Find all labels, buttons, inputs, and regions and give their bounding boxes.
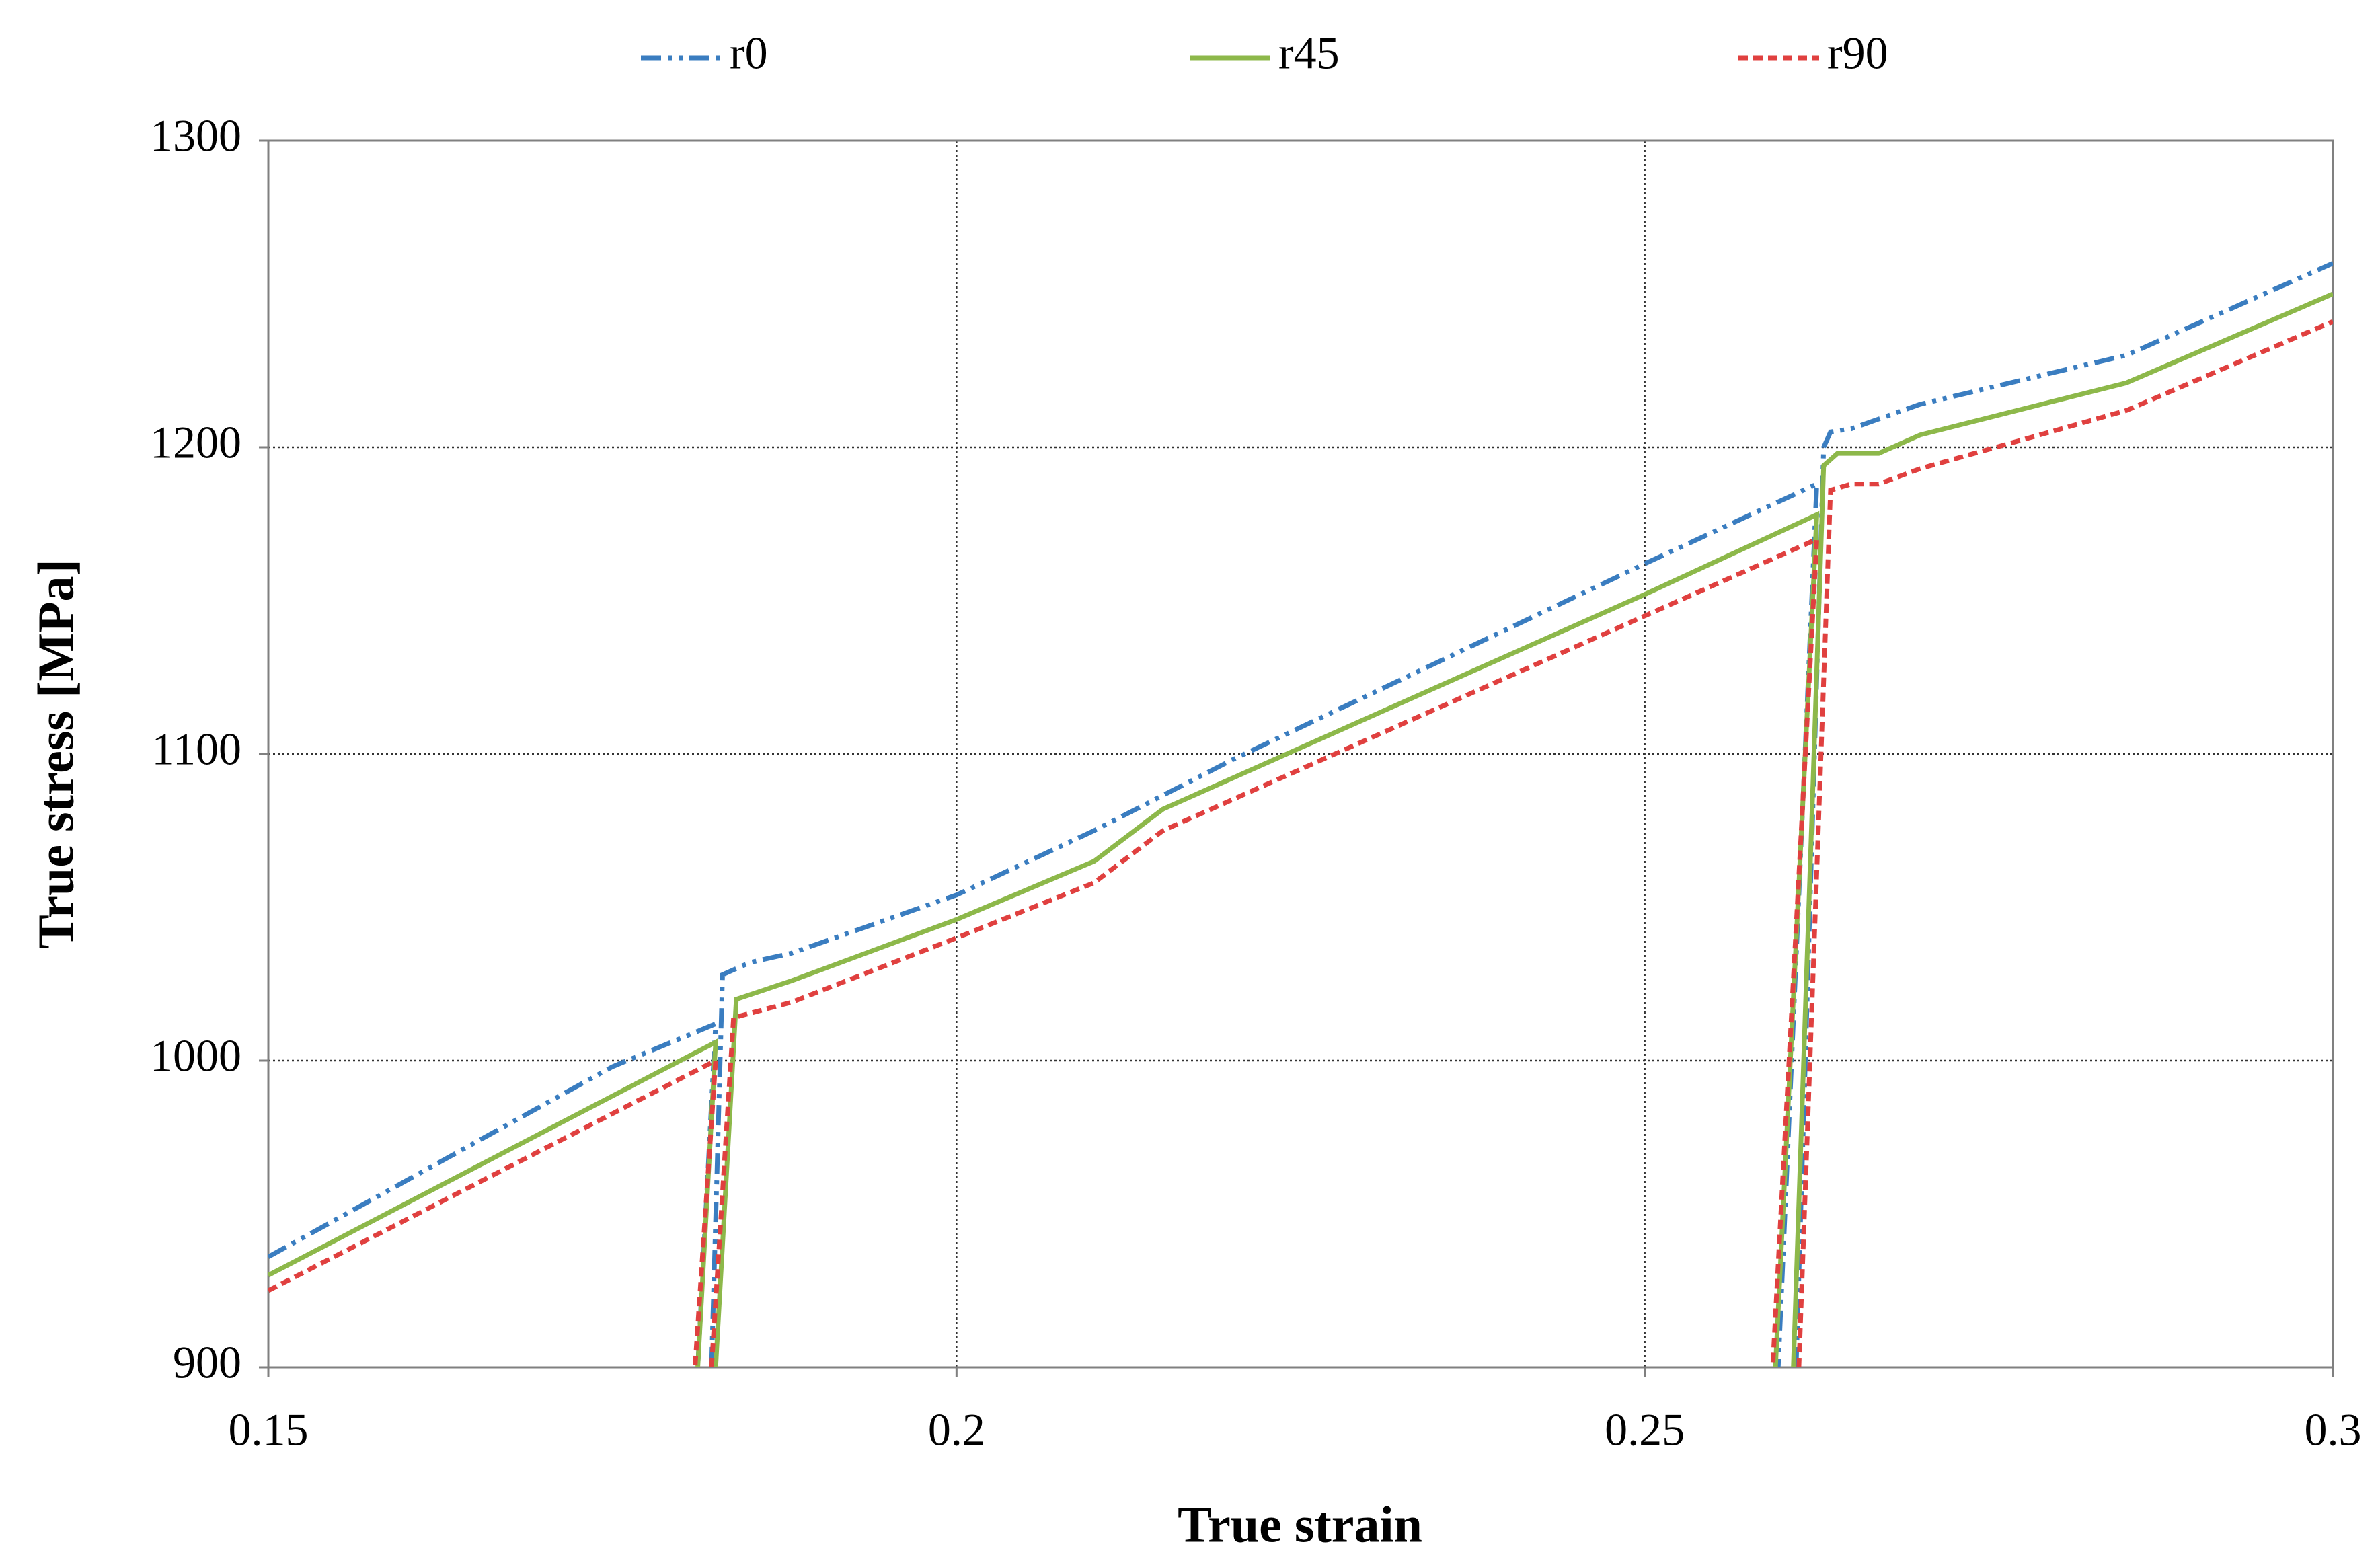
legend: r0 r45 r90 bbox=[641, 28, 1888, 79]
y-axis-title: True stress [MPa] bbox=[28, 559, 84, 949]
series-line bbox=[268, 261, 2333, 1367]
y-tick-label: 1000 bbox=[150, 1030, 241, 1081]
y-tick-label: 1300 bbox=[150, 110, 241, 161]
x-axis-title: True strain bbox=[1178, 1496, 1422, 1553]
legend-label: r45 bbox=[1278, 28, 1340, 79]
plot-area bbox=[268, 261, 2333, 1367]
x-tick-label: 0.2 bbox=[928, 1404, 985, 1455]
y-tick-label: 900 bbox=[173, 1337, 241, 1388]
x-tick-label: 0.3 bbox=[2305, 1404, 2362, 1455]
series-line bbox=[268, 319, 2333, 1367]
series-line bbox=[268, 291, 2333, 1367]
y-tick-label: 1200 bbox=[150, 417, 241, 468]
legend-label: r90 bbox=[1827, 28, 1888, 79]
legend-label: r0 bbox=[730, 28, 768, 79]
x-tick-label: 0.25 bbox=[1605, 1404, 1685, 1455]
x-tick-label: 0.15 bbox=[229, 1404, 309, 1455]
y-tick-label: 1100 bbox=[152, 724, 241, 775]
grid bbox=[267, 139, 2334, 1369]
